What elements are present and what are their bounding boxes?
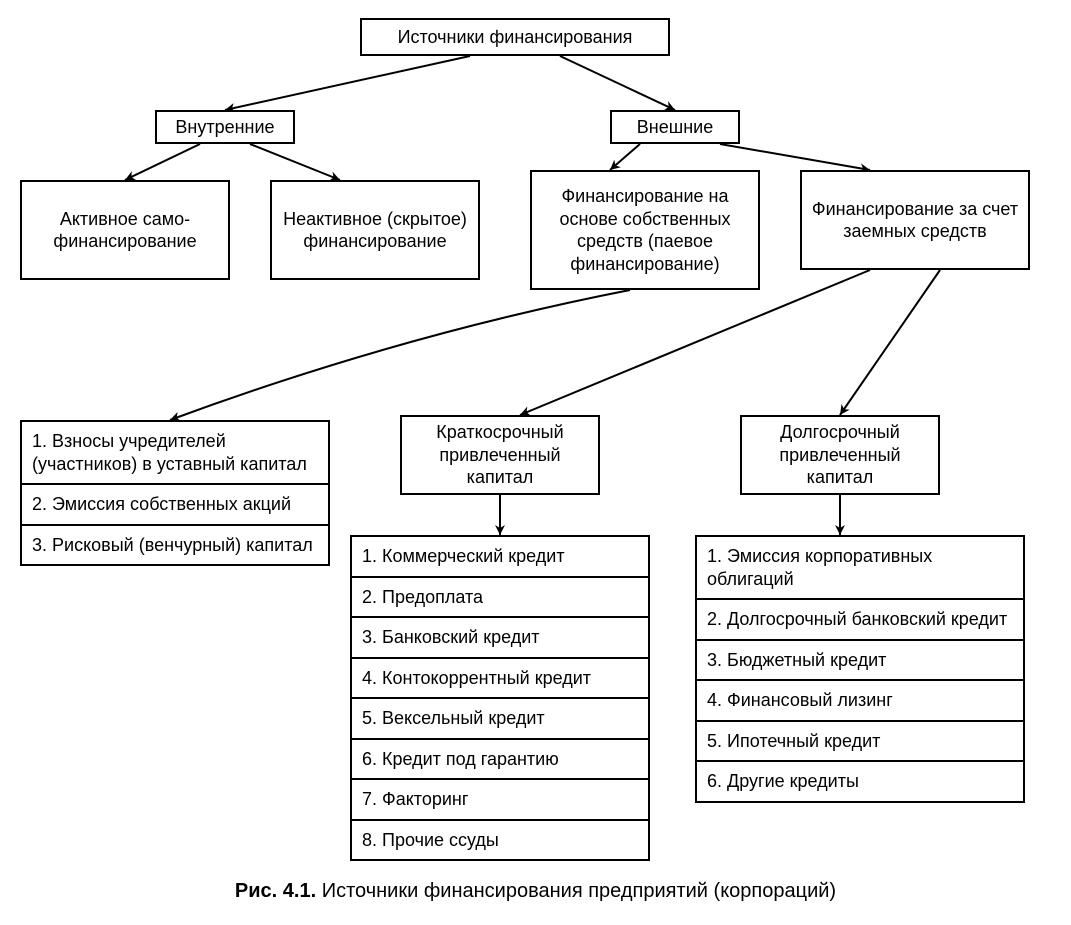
list-item: 6. Кредит под гарантию <box>352 740 648 781</box>
node-short-capital: Краткосрочный привлеченный капитал <box>400 415 600 495</box>
list-item: 8. Прочие ссуды <box>352 821 648 860</box>
node-internal: Внутренние <box>155 110 295 144</box>
node-active-selffinance: Активное само-финансирование <box>20 180 230 280</box>
list-item: 2. Эмиссия собственных акций <box>22 485 328 526</box>
node-root: Источники финансирования <box>360 18 670 56</box>
diagram-canvas: Источники финансирования Внутренние Внеш… <box>0 0 1071 925</box>
list-equity: 1. Взносы учредителей (участников) в уст… <box>20 420 330 566</box>
node-own-funds: Финансирование на основе собственных сре… <box>530 170 760 290</box>
list-item: 4. Финансовый лизинг <box>697 681 1023 722</box>
list-item: 3. Бюджетный кредит <box>697 641 1023 682</box>
node-long-capital: Долгосрочный привлеченный капитал <box>740 415 940 495</box>
figure-caption: Рис. 4.1. Источники финансирования предп… <box>0 880 1071 903</box>
list-item: 1. Взносы учредителей (участников) в уст… <box>22 422 328 485</box>
list-long-term: 1. Эмиссия корпоративных облигаций2. Дол… <box>695 535 1025 803</box>
list-item: 3. Банковский кредит <box>352 618 648 659</box>
list-item: 6. Другие кредиты <box>697 762 1023 801</box>
node-external: Внешние <box>610 110 740 144</box>
list-item: 7. Факторинг <box>352 780 648 821</box>
node-inactive-finance: Неактивное (скрытое) финансирование <box>270 180 480 280</box>
list-item: 1. Коммерческий кредит <box>352 537 648 578</box>
list-item: 5. Вексельный кредит <box>352 699 648 740</box>
caption-text: Источники финансирования предприятий (ко… <box>322 880 836 902</box>
list-short-term: 1. Коммерческий кредит2. Предоплата3. Ба… <box>350 535 650 861</box>
list-item: 3. Рисковый (венчурный) капитал <box>22 526 328 565</box>
list-item: 4. Контокоррентный кредит <box>352 659 648 700</box>
node-borrowed-funds: Финансирование за счет заемных средств <box>800 170 1030 270</box>
list-item: 1. Эмиссия корпоративных облигаций <box>697 537 1023 600</box>
list-item: 2. Предоплата <box>352 578 648 619</box>
caption-prefix: Рис. 4.1. <box>235 880 316 902</box>
list-item: 5. Ипотечный кредит <box>697 722 1023 763</box>
list-item: 2. Долгосрочный банковский кредит <box>697 600 1023 641</box>
